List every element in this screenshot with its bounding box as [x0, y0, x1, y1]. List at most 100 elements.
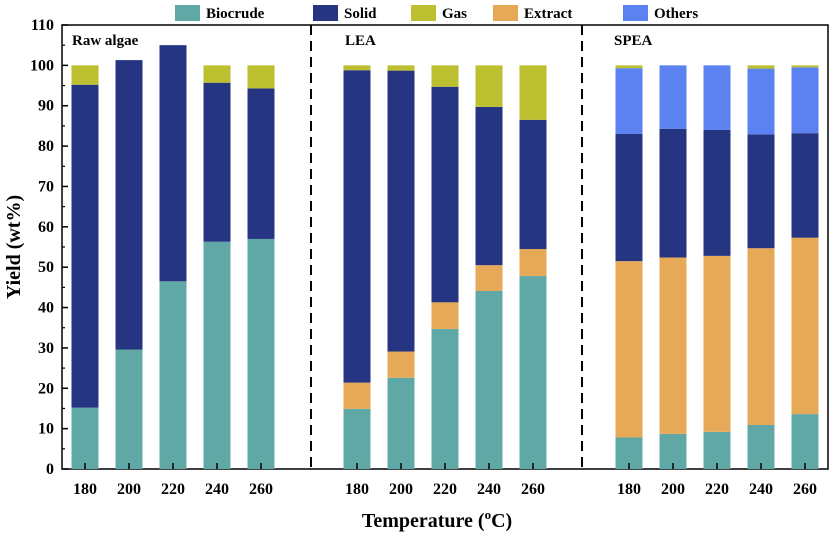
bar-segment-biocrude — [703, 431, 731, 469]
bar-segment-gas — [247, 65, 275, 89]
bar-segment-extract — [791, 237, 819, 415]
bar-segment-solid — [115, 60, 143, 350]
x-tick-label: 180 — [73, 481, 97, 498]
bar-segment-biocrude — [115, 349, 143, 469]
x-tick-label: 200 — [661, 481, 685, 498]
bar-segment-biocrude — [791, 414, 819, 469]
bar-segment-solid — [747, 134, 775, 249]
x-tick-label: 260 — [249, 481, 273, 498]
y-tick-label: 20 — [38, 380, 54, 397]
group-labels: Raw algae LEA SPEA — [72, 33, 653, 49]
bar-segment-biocrude — [203, 241, 231, 469]
bar-segment-biocrude — [431, 328, 459, 469]
bar-segment-others — [703, 65, 731, 130]
bar-segment-biocrude — [343, 408, 371, 469]
y-tick-label: 30 — [38, 340, 54, 357]
x-tick-label: 220 — [433, 481, 457, 498]
x-tick-label: 240 — [477, 481, 501, 498]
bar-segment-gas — [387, 65, 415, 71]
legend-label-biocrude: Biocrude — [206, 6, 265, 22]
bar-segment-gas — [747, 65, 775, 69]
bar-segment-others — [615, 68, 643, 134]
bar-segment-gas — [791, 65, 819, 68]
y-tick-label: 90 — [38, 98, 54, 115]
bar-segment-solid — [203, 82, 231, 242]
x-tick-label: 200 — [117, 481, 141, 498]
bar-segment-others — [659, 65, 687, 129]
x-tick-label: 200 — [389, 481, 413, 498]
y-tick-label: 0 — [46, 461, 54, 478]
bar-segment-biocrude — [159, 281, 187, 469]
x-tick-label: 180 — [617, 481, 641, 498]
x-tick-label: 260 — [521, 481, 545, 498]
bar-segment-extract — [747, 248, 775, 426]
legend-swatch-biocrude — [175, 5, 200, 21]
y-tick-label: 10 — [38, 421, 54, 438]
y-axis: 0 10 20 30 40 50 60 70 80 90 100 110 — [30, 17, 68, 478]
bar-segment-solid — [791, 133, 819, 238]
legend: Biocrude Solid Gas Extract Others — [175, 5, 698, 22]
y-tick-label: 60 — [38, 219, 54, 236]
legend-label-extract: Extract — [524, 6, 572, 22]
bar-segment-extract — [475, 265, 503, 291]
bar-segment-extract — [387, 351, 415, 378]
bar-segment-solid — [519, 119, 547, 250]
bar-segment-gas — [343, 65, 371, 71]
bar-segment-gas — [431, 65, 459, 87]
bar-segment-solid — [703, 129, 731, 256]
legend-label-gas: Gas — [442, 6, 467, 22]
bar-segment-others — [747, 68, 775, 135]
bars — [71, 45, 819, 469]
x-tick-label: 220 — [161, 481, 185, 498]
bar-segment-solid — [159, 45, 187, 282]
x-tick-label: 260 — [793, 481, 817, 498]
x-axis-title: Temperature (oC) — [362, 507, 512, 532]
bar-segment-gas — [475, 65, 503, 107]
y-tick-label: 110 — [31, 17, 54, 34]
x-tick-label: 180 — [345, 481, 369, 498]
bar-segment-biocrude — [519, 276, 547, 469]
bar-segment-biocrude — [387, 377, 415, 469]
bar-segment-biocrude — [71, 407, 99, 469]
group-label: SPEA — [614, 33, 653, 49]
x-tick-label: 240 — [749, 481, 773, 498]
x-tick-label: 220 — [705, 481, 729, 498]
bar-segment-extract — [519, 249, 547, 277]
group-label: Raw algae — [72, 33, 139, 49]
bar-segment-solid — [247, 88, 275, 239]
bar-segment-others — [791, 67, 819, 134]
x-axis: 180 200 220 240 260 180 200 220 240 260 180 200 220 2… — [73, 463, 817, 498]
bar-segment-solid — [343, 70, 371, 383]
legend-swatch-others — [623, 5, 648, 21]
bar-segment-solid — [71, 84, 99, 408]
bar-segment-solid — [615, 133, 643, 262]
legend-swatch-solid — [313, 5, 338, 21]
y-tick-label: 40 — [38, 300, 54, 317]
group-label: LEA — [345, 33, 376, 49]
bar-segment-gas — [519, 65, 547, 120]
bar-segment-solid — [475, 106, 503, 266]
bar-segment-solid — [431, 86, 459, 303]
bar-segment-biocrude — [247, 238, 275, 469]
bar-segment-gas — [615, 65, 643, 69]
y-tick-label: 70 — [38, 178, 54, 195]
bar-segment-biocrude — [475, 290, 503, 469]
y-tick-label: 80 — [38, 138, 54, 155]
bar-segment-solid — [387, 70, 415, 352]
x-tick-label: 240 — [205, 481, 229, 498]
bar-segment-gas — [71, 65, 99, 85]
bar-segment-gas — [203, 65, 231, 83]
bar-segment-extract — [703, 255, 731, 432]
legend-label-others: Others — [654, 6, 698, 22]
legend-label-solid: Solid — [344, 6, 377, 22]
y-tick-label: 50 — [38, 259, 54, 276]
bar-segment-extract — [431, 302, 459, 329]
bar-segment-extract — [343, 382, 371, 409]
bar-segment-biocrude — [747, 425, 775, 469]
bar-segment-extract — [659, 257, 687, 434]
y-axis-title: Yield (wt%) — [3, 195, 25, 299]
legend-swatch-extract — [493, 5, 518, 21]
bar-segment-solid — [659, 128, 687, 258]
legend-swatch-gas — [411, 5, 436, 21]
